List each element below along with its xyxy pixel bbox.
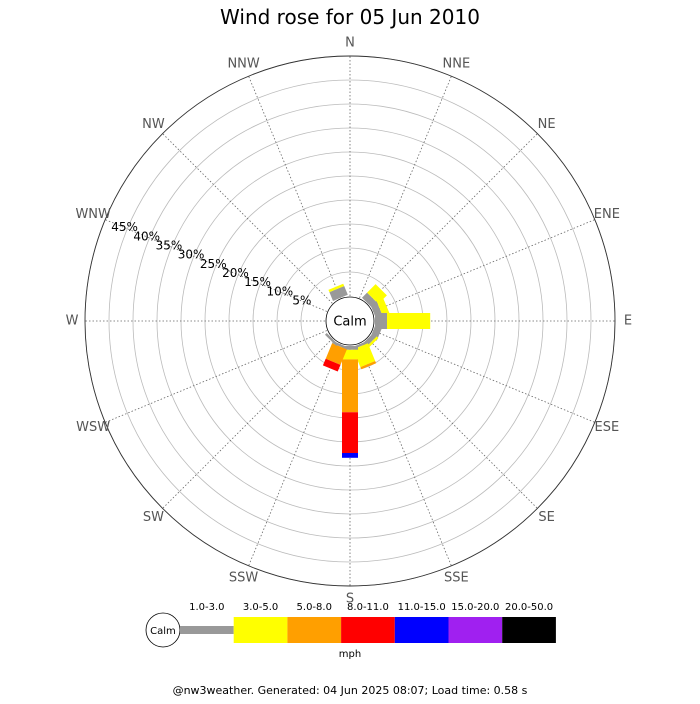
legend-swatch-15.0-20.0 [448,617,503,643]
calm-circle-group: Calm [325,296,375,346]
spoke-sw [162,338,333,509]
wind-bars [322,283,431,458]
bar-sse-5.0-8.0 [360,361,377,370]
legend-swatch-1.0-3.0 [180,626,234,634]
percent-label: 15% [244,275,271,289]
chart-title: Wind rose for 05 Jun 2010 [220,5,480,29]
direction-label-s: S [346,592,354,607]
bar-ene-3.0-5.0 [376,298,390,317]
bar-s-8.0-11.0 [342,412,358,453]
direction-label-ese: ESE [594,420,619,435]
bar-ssw-5.0-8.0 [325,343,347,365]
bar-s-3.0-5.0 [342,349,358,360]
bar-nnw-3.0-5.0 [328,283,345,293]
percent-label: 45% [111,220,138,234]
bar-ne-3.0-5.0 [367,284,387,304]
bar-s-11.0-15.0 [342,453,358,458]
spoke-ene [372,219,595,312]
spoke-nw [162,133,333,304]
direction-label-e: E [624,314,632,329]
direction-labels: N NNE NE ENE E ESE SE SSE S SSW SW WSW W WNW NW NNW [66,36,633,607]
legend-label-15.0-20.0: 15.0-20.0 [451,602,499,613]
bar-e-3.0-5.0 [387,313,431,329]
direction-label-sse: SSE [444,570,469,585]
direction-label-w: W [66,314,79,329]
spoke-nne [359,76,452,299]
direction-label-ne: NE [538,117,556,132]
percent-label: 40% [133,229,160,243]
spoke-wnw [105,219,328,312]
direction-label-wsw: WSW [76,420,110,435]
legend-label-8.0-11.0: 8.0-11.0 [347,602,389,613]
spoke-nnw [248,76,341,299]
direction-label-ene: ENE [594,207,620,222]
direction-label-sw: SW [143,510,164,525]
spoke-ssw [248,343,341,566]
percent-label: 35% [156,238,183,252]
spoke-ne [367,133,538,304]
legend-swatch-5.0-8.0 [287,617,342,643]
percent-label: 5% [292,294,311,308]
percent-label: 30% [178,248,205,262]
spoke-se [367,338,538,509]
bar-sse-3.0-5.0 [353,343,376,368]
legend-label-11.0-15.0: 11.0-15.0 [398,602,446,613]
legend-swatch-8.0-11.0 [341,617,395,643]
spoke-ese [372,330,595,423]
direction-label-se: SE [538,510,554,525]
grid-ring [132,103,568,539]
spoke-wsw [105,330,328,423]
direction-label-n: N [345,36,355,51]
direction-label-nw: NW [142,117,165,132]
percent-labels: 5%10%15%20%25%30%35%40%45% [111,220,311,307]
legend-swatch-3.0-5.0 [233,617,288,643]
direction-label-wnw: WNW [75,207,111,222]
grid-ring [108,79,592,563]
bar-ssw-8.0-11.0 [322,358,341,372]
bar-sw-1.0-3.0 [325,333,338,346]
outer-ring [84,55,616,587]
percent-label: 25% [200,257,227,271]
percent-label: 10% [266,284,293,298]
legend-swatch-11.0-15.0 [394,617,449,643]
calm-label: Calm [333,315,366,330]
spoke-sse [359,343,452,566]
legend-label-20.0-50.0: 20.0-50.0 [505,602,553,613]
bar-nnw-1.0-3.0 [329,286,348,301]
legend-label-5.0-8.0: 5.0-8.0 [297,602,332,613]
footer-text: @nw3weather. Generated: 04 Jun 2025 08:0… [173,684,528,697]
percent-label: 20% [222,266,249,280]
bar-s-5.0-8.0 [342,359,358,413]
legend-calm-label: Calm [150,626,176,637]
legend-swatch-20.0-50.0 [502,617,556,643]
legend-label-3.0-5.0: 3.0-5.0 [243,602,278,613]
direction-label-nne: NNE [443,57,471,72]
direction-label-nnw: NNW [227,57,259,72]
units-label: mph [339,649,361,660]
direction-label-ssw: SSW [229,570,259,585]
speed-legend: Calm 1.0-3.0 3.0-5.0 5.0-8.0 8.0-11.0 11.0-15… [145,602,556,648]
calm-circle [325,296,375,346]
legend-label-1.0-3.0: 1.0-3.0 [189,602,224,613]
